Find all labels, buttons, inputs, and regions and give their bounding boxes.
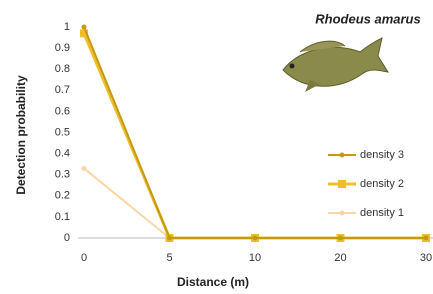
chart-title: Rhodeus amarus (315, 11, 420, 26)
legend-label: density 1 (360, 207, 404, 219)
x-tick-label: 30 (420, 252, 432, 264)
marker (82, 25, 87, 30)
y-tick-label: 0.1 (55, 211, 70, 223)
y-axis-label: Detection probability (14, 75, 28, 195)
x-tick-label: 0 (81, 252, 87, 264)
legend-label: density 2 (360, 178, 404, 190)
legend-marker (338, 180, 346, 188)
marker (424, 236, 429, 241)
legend-marker (340, 211, 345, 216)
y-tick-label: 0.5 (55, 126, 70, 138)
y-tick-label: 0.4 (55, 148, 70, 160)
x-tick-label: 20 (334, 252, 346, 264)
marker (167, 236, 172, 241)
y-tick-label: 0.8 (55, 63, 70, 75)
y-tick-label: 1 (64, 21, 70, 33)
legend-marker (340, 153, 345, 158)
x-axis-label: Distance (m) (177, 275, 249, 289)
chart: Rhodeus amarus Distance (m) Detection pr… (0, 0, 433, 294)
fish-illustration (283, 38, 388, 92)
marker (82, 166, 87, 171)
x-tick-label: 10 (249, 252, 261, 264)
x-tick-label: 5 (166, 252, 172, 264)
y-tick-label: 0.3 (55, 169, 70, 181)
y-tick-label: 0.9 (55, 42, 70, 54)
marker (338, 236, 343, 241)
marker (253, 236, 258, 241)
y-tick-label: 0.7 (55, 84, 70, 96)
y-tick-label: 0 (64, 232, 70, 244)
y-tick-label: 0.6 (55, 105, 70, 117)
y-tick-label: 0.2 (55, 190, 70, 202)
legend-label: density 3 (360, 149, 404, 161)
